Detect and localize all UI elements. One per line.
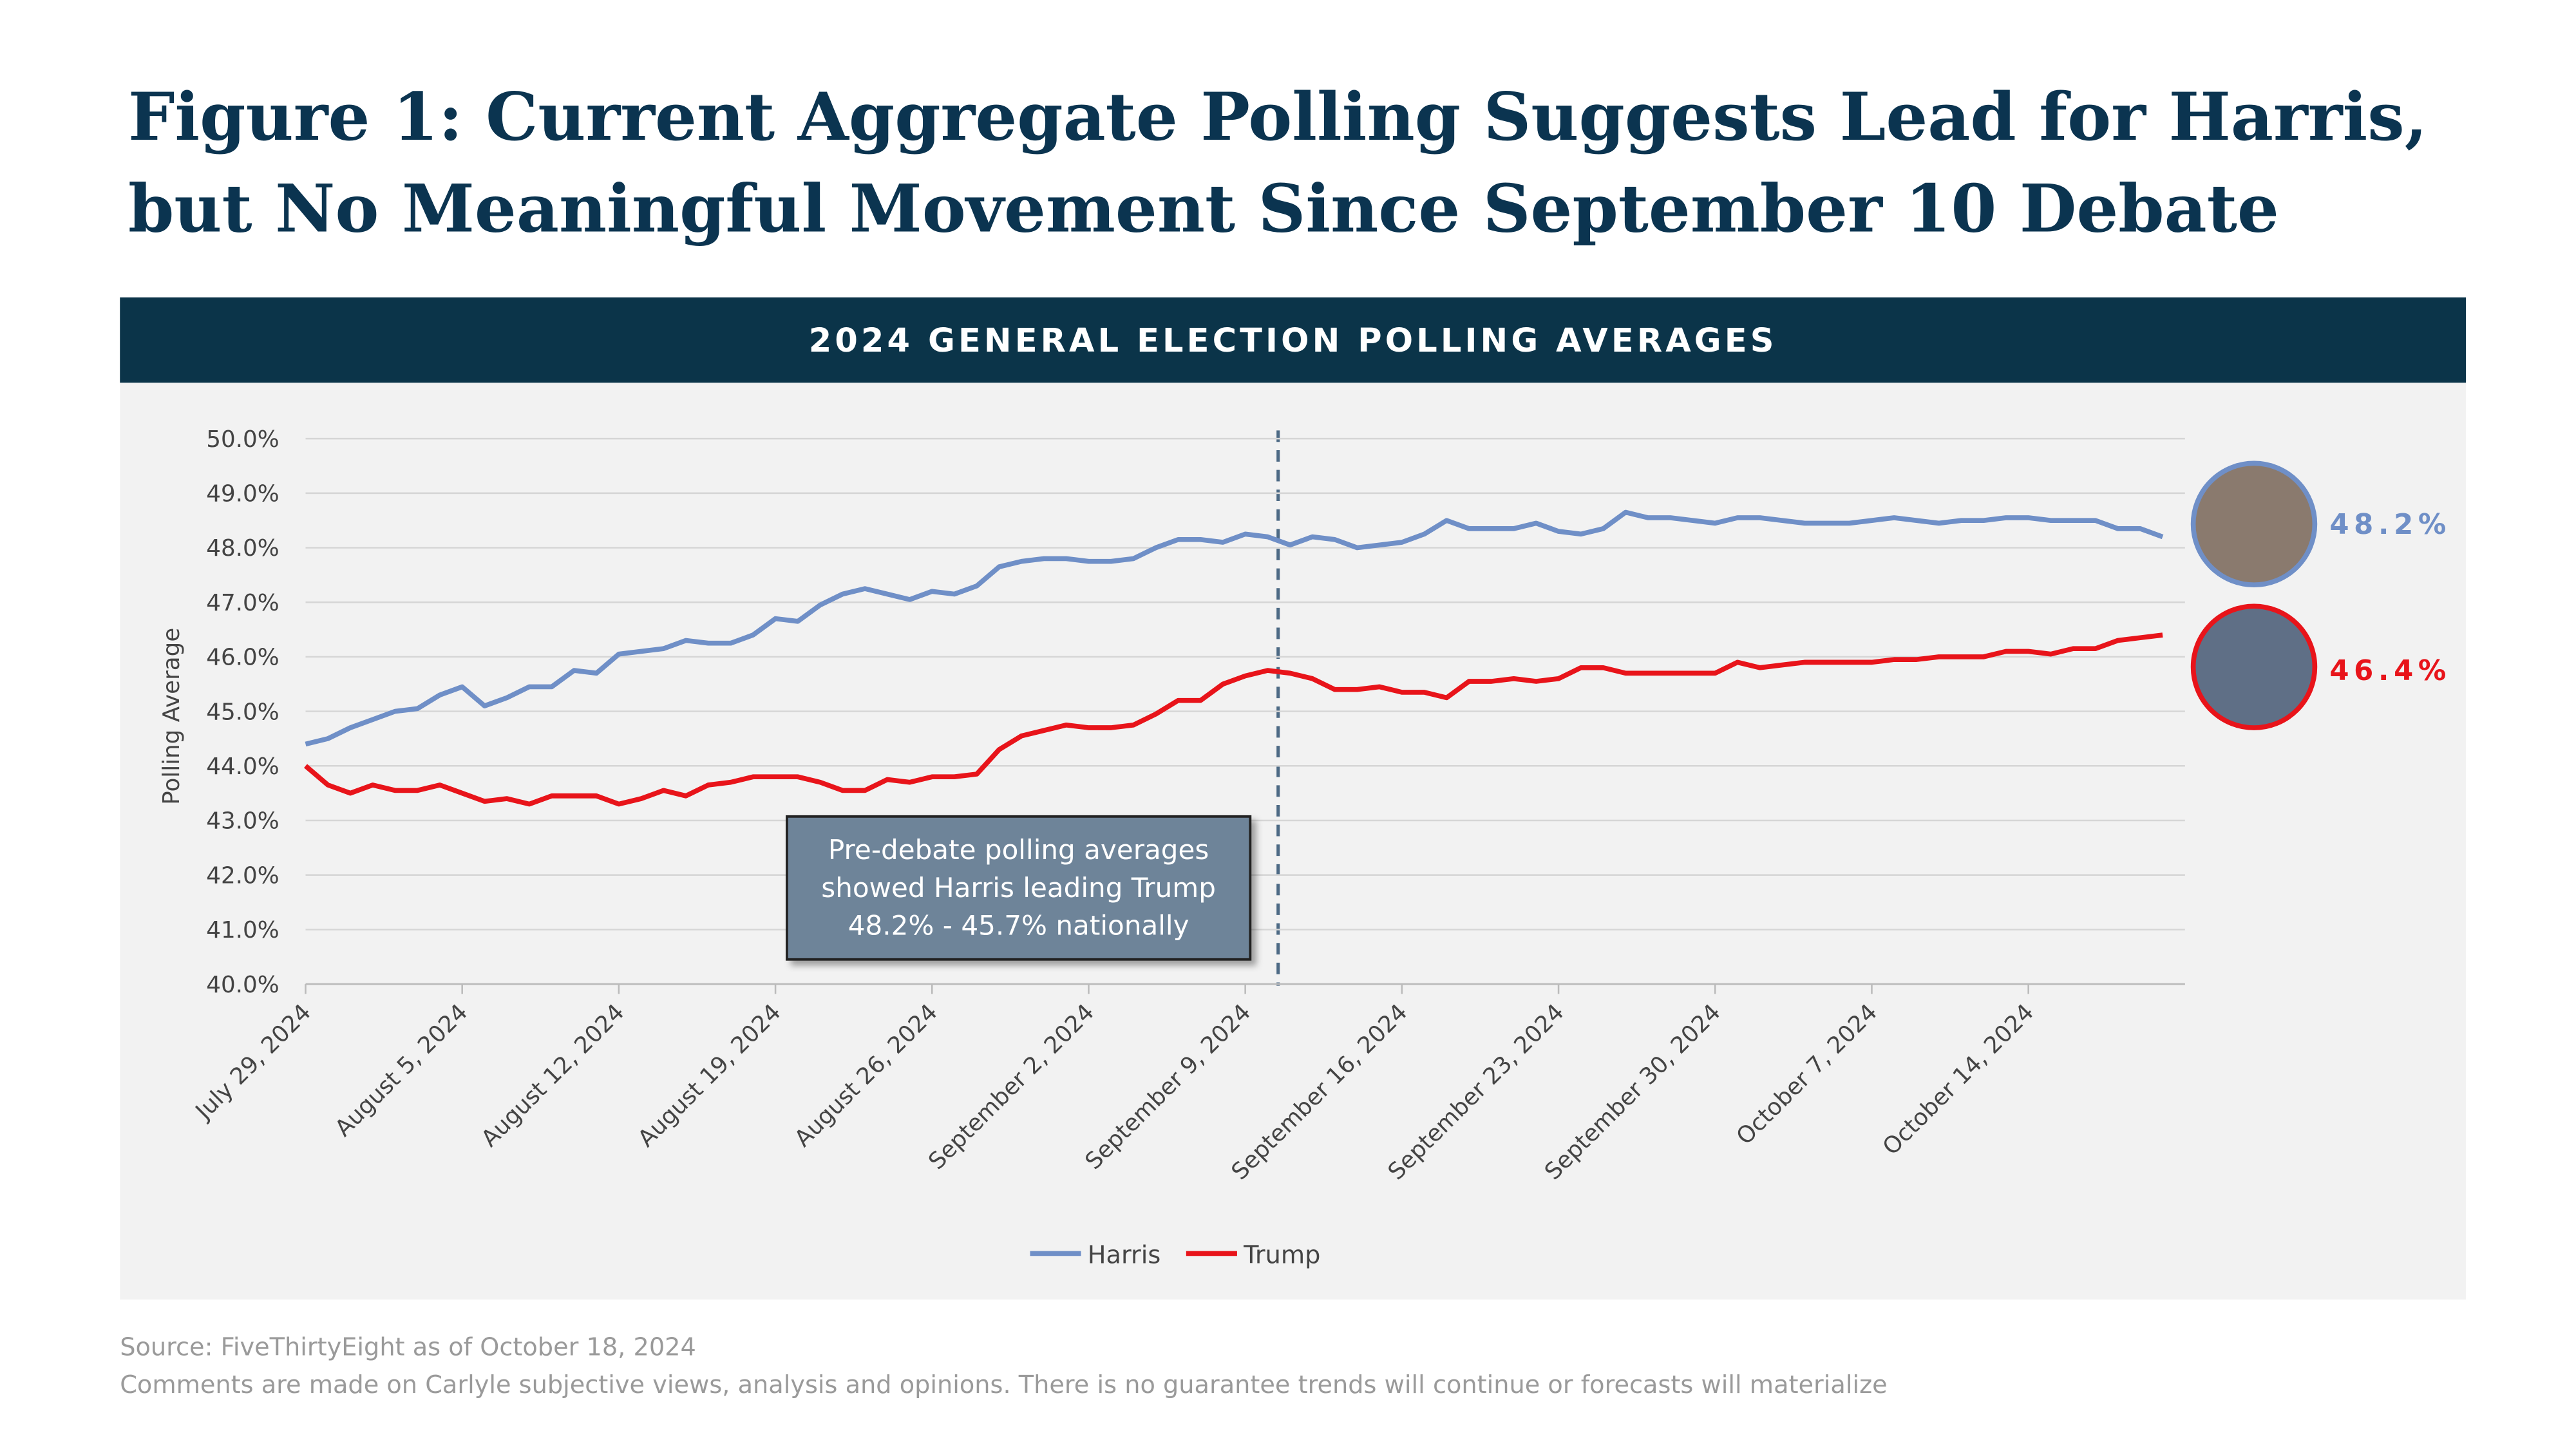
annotation-box	[786, 815, 1252, 961]
annotation-text: 48.2% - 45.7% nationally	[848, 910, 1189, 942]
y-tick-label: 44.0%	[206, 753, 279, 780]
y-tick-label: 40.0%	[206, 972, 279, 998]
harris-portrait	[2190, 460, 2318, 587]
legend-label: Harris	[1088, 1241, 1161, 1270]
plot-background	[120, 383, 2467, 1300]
series-line	[304, 632, 2163, 807]
annotation-text: showed Harris leading Trump	[821, 872, 1216, 904]
y-tick-label: 48.0%	[206, 535, 279, 562]
y-tick-label: 46.0%	[206, 645, 279, 671]
y-tick-label: 50.0%	[206, 426, 279, 453]
source-note: Source: FiveThirtyEight as of October 18…	[120, 1333, 696, 1362]
disclaimer: Comments are made on Carlyle subjective …	[120, 1370, 1887, 1399]
end-label: 48.2%	[2329, 509, 2451, 541]
y-tick-label: 47.0%	[206, 590, 279, 616]
y-tick-label: 49.0%	[206, 481, 279, 507]
chart-subtitle: 2024 GENERAL ELECTION POLLING AVERAGES	[809, 322, 1777, 360]
y-tick-label: 42.0%	[206, 862, 279, 889]
legend-label: Trump	[1243, 1241, 1320, 1270]
chart-title: Figure 1: Current Aggregate Polling Sugg…	[128, 79, 2427, 156]
series-line	[305, 509, 2164, 747]
end-label: 46.4%	[2329, 655, 2451, 687]
y-tick-label: 45.0%	[206, 699, 279, 725]
y-axis-label: Polling Average	[158, 628, 185, 805]
y-tick-label: 43.0%	[206, 808, 279, 835]
annotation-text: Pre-debate polling averages	[828, 834, 1209, 866]
y-tick-label: 41.0%	[206, 917, 279, 943]
chart-title: but No Meaningful Movement Since Septemb…	[128, 171, 2279, 248]
header-band	[120, 297, 2467, 383]
trump-portrait	[2190, 603, 2318, 730]
